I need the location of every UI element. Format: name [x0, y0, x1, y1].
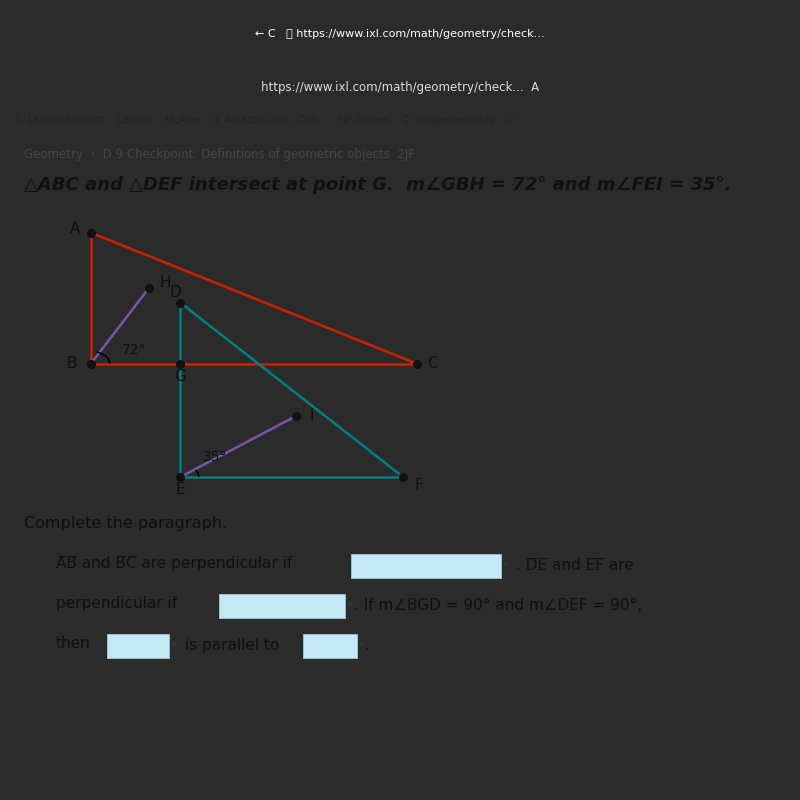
Text: L  Lenovo Support    Lenovo    McAfee    a  Amazon.com - Onli...    HP Games    : L Lenovo Support Lenovo McAfee a Amazon.…: [16, 115, 515, 125]
Text: C: C: [427, 356, 438, 371]
Text: I: I: [309, 409, 314, 423]
Text: https://www.ixl.com/math/geometry/check...  A: https://www.ixl.com/math/geometry/check.…: [261, 82, 539, 94]
Text: ▾: ▾: [347, 599, 354, 612]
Text: 35°: 35°: [202, 450, 227, 464]
Text: perpendicular if: perpendicular if: [56, 596, 177, 611]
Text: is parallel to: is parallel to: [180, 638, 279, 653]
Text: then: then: [56, 636, 90, 651]
Text: Geometry  ›  D.9 Checkpoint: Definitions of geometric objects  2JF: Geometry › D.9 Checkpoint: Definitions o…: [24, 148, 415, 161]
Text: D: D: [170, 285, 182, 299]
Text: A̅B̅ and B̅C̅ are perpendicular if: A̅B̅ and B̅C̅ are perpendicular if: [56, 556, 292, 571]
Text: ▾: ▾: [171, 639, 178, 652]
Text: . D̅E̅ and E̅F̅ are: . D̅E̅ and E̅F̅ are: [516, 558, 634, 573]
Text: A: A: [70, 221, 80, 235]
Text: ▾: ▾: [503, 559, 510, 572]
Text: Complete the paragraph.: Complete the paragraph.: [24, 516, 227, 531]
Text: E: E: [175, 482, 185, 498]
Text: ▾: ▾: [359, 639, 366, 652]
Text: B: B: [66, 356, 77, 371]
Text: F: F: [415, 478, 424, 494]
Text: G: G: [174, 369, 186, 384]
Text: 72°: 72°: [122, 342, 146, 357]
Text: △ABC and △DEF intersect at point G.  m∠GBH = 72° and m∠FEI = 35°.: △ABC and △DEF intersect at point G. m∠GB…: [24, 176, 731, 194]
Text: .: .: [364, 638, 369, 653]
Text: H: H: [159, 274, 170, 290]
Text: ← C   🔒 https://www.ixl.com/math/geometry/check...: ← C 🔒 https://www.ixl.com/math/geometry/…: [255, 29, 545, 39]
Text: . If m∠BGD = 90° and m∠DEF = 90°,: . If m∠BGD = 90° and m∠DEF = 90°,: [354, 598, 642, 613]
